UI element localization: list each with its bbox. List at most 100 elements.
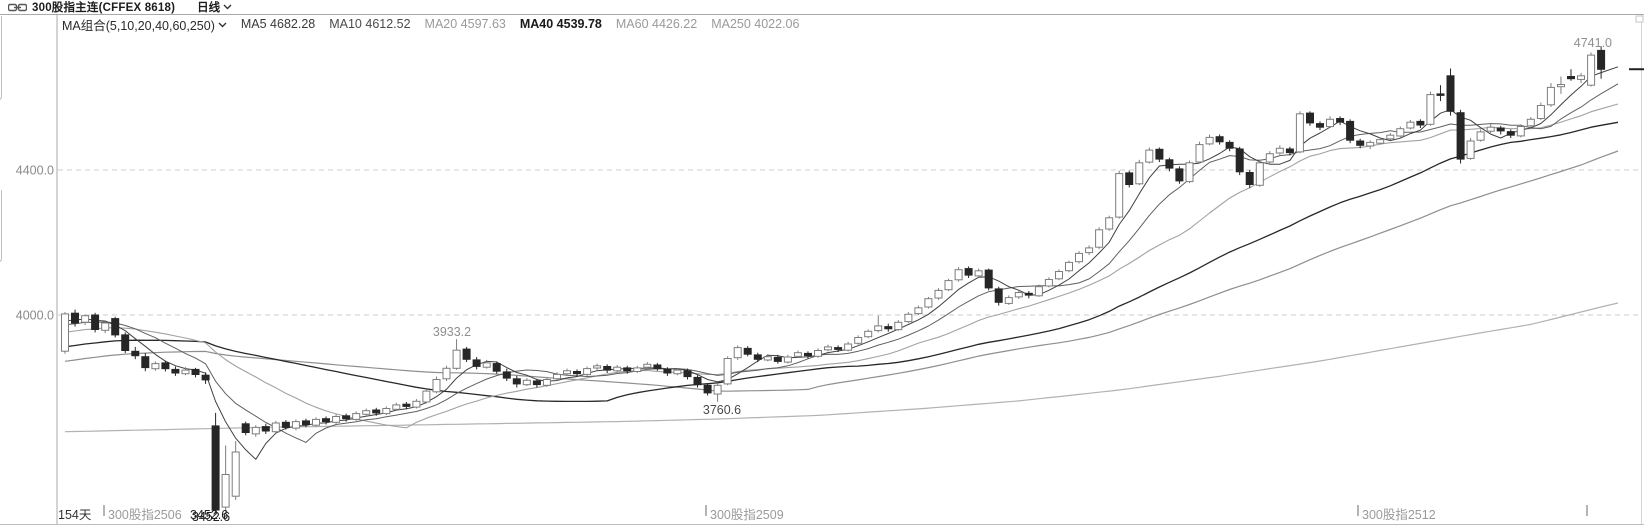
- candle-bear: [1155, 148, 1164, 160]
- candle-bull: [81, 315, 90, 323]
- candle-bull: [231, 451, 240, 497]
- candle-bear: [131, 350, 140, 357]
- candle-bear: [1125, 172, 1134, 185]
- candle-bull: [1275, 147, 1284, 154]
- candle-bull: [1095, 229, 1104, 248]
- candle-bear: [1436, 93, 1445, 96]
- candle-bear: [372, 409, 381, 414]
- ma-group-label: MA组合(5,10,20,40,60,250): [62, 18, 215, 33]
- candle-bull: [944, 280, 953, 291]
- candle-bear: [1356, 140, 1365, 146]
- candle-bull: [1195, 144, 1204, 163]
- ma60-line: [64, 150, 1619, 392]
- candle-bull: [1406, 121, 1415, 129]
- candle-bull: [723, 358, 732, 385]
- candle-bear: [91, 314, 100, 330]
- candle-bull: [673, 369, 682, 375]
- candle-bull: [442, 367, 451, 380]
- candle-bull: [251, 426, 260, 435]
- candle-bull: [904, 313, 913, 323]
- y-tick-label: 4000.0: [16, 309, 54, 323]
- candle-bull: [583, 368, 592, 375]
- candle-bull: [482, 362, 491, 368]
- candle-bull: [783, 356, 792, 363]
- candle-bear: [322, 418, 330, 423]
- candle-bear: [573, 371, 581, 375]
- candle-bull: [1044, 279, 1053, 287]
- candle-bull: [352, 413, 361, 420]
- candle-bull: [824, 346, 832, 351]
- candle-bull: [1577, 75, 1585, 80]
- candle-bear: [1235, 148, 1244, 173]
- candle-bear: [773, 356, 782, 362]
- candle-bull: [1326, 118, 1334, 128]
- candle-bear: [1285, 148, 1294, 154]
- candle-bull: [1004, 297, 1013, 304]
- candle-bull: [733, 347, 742, 359]
- candle-bull: [1265, 153, 1274, 163]
- candle-bull: [422, 390, 431, 403]
- ma10-line: [64, 83, 1619, 443]
- candle-bull: [1476, 131, 1485, 141]
- candle-bear: [1306, 112, 1314, 124]
- candle-bull: [1065, 261, 1073, 272]
- candle-bull: [1085, 247, 1094, 254]
- ma-value-ma10: MA10 4612.52: [329, 17, 411, 31]
- candle-bull: [1075, 252, 1083, 263]
- candle-bull: [1105, 217, 1114, 230]
- candle-bull: [563, 370, 571, 375]
- candle-bear: [492, 363, 501, 372]
- candle-bear: [1225, 141, 1234, 149]
- candle-bull: [763, 356, 772, 361]
- chain-link-icon: [8, 3, 27, 12]
- candle-bear: [141, 356, 150, 369]
- candle-bear: [191, 368, 200, 375]
- candle-bear: [111, 318, 120, 336]
- candle-bear: [743, 347, 752, 355]
- candle-bull: [432, 379, 441, 393]
- candle-bull: [312, 418, 320, 426]
- candle-bear: [1215, 136, 1224, 143]
- candle-bear: [201, 374, 210, 381]
- candle-bull: [1526, 118, 1535, 127]
- candle-bear: [884, 326, 893, 330]
- candle-bull: [332, 416, 341, 423]
- candle-bull: [1486, 126, 1495, 132]
- candle-bear: [753, 354, 762, 360]
- candle-bear: [161, 362, 170, 370]
- candle-bull: [101, 322, 110, 331]
- price-label-period-low: 3452.6: [192, 510, 230, 524]
- corner-handle: [1635, 15, 1644, 23]
- candle-bear: [472, 359, 481, 367]
- candle-bear: [1336, 118, 1345, 123]
- candle-bull: [954, 269, 963, 281]
- candle-bull: [1205, 136, 1214, 145]
- ma-value-ma5: MA5 4682.28: [240, 17, 316, 31]
- candle-bear: [663, 368, 672, 374]
- candle-bull: [1145, 149, 1154, 163]
- left-panel-edge: [0, 16, 2, 100]
- ma-value-ma40: MA40 4539.78: [519, 17, 602, 31]
- candle-bear: [1346, 120, 1355, 141]
- period-selector[interactable]: 日线: [197, 0, 232, 15]
- candle-bull: [1546, 86, 1555, 106]
- chevron-down-icon: [223, 1, 232, 13]
- candle-bull: [1386, 134, 1395, 140]
- candle-bear: [994, 288, 1003, 303]
- candle-bull: [894, 321, 903, 331]
- candle-bull: [1115, 173, 1124, 218]
- candle-bear: [703, 384, 712, 394]
- ma-value-ma250: MA250 4022.06: [711, 17, 800, 31]
- ma5-line: [64, 66, 1619, 460]
- ma-settings-selector[interactable]: MA组合(5,10,20,40,60,250): [62, 15, 227, 34]
- candle-bear: [281, 421, 290, 428]
- chart-title: 300股指主连(CFFEX 8618): [32, 2, 176, 14]
- candle-bull: [181, 369, 190, 375]
- candle-bull: [1034, 286, 1043, 297]
- candle-bear: [1446, 75, 1455, 112]
- candle-bear: [964, 268, 973, 276]
- period-label: 日线: [197, 2, 221, 14]
- candle-bear: [683, 370, 692, 378]
